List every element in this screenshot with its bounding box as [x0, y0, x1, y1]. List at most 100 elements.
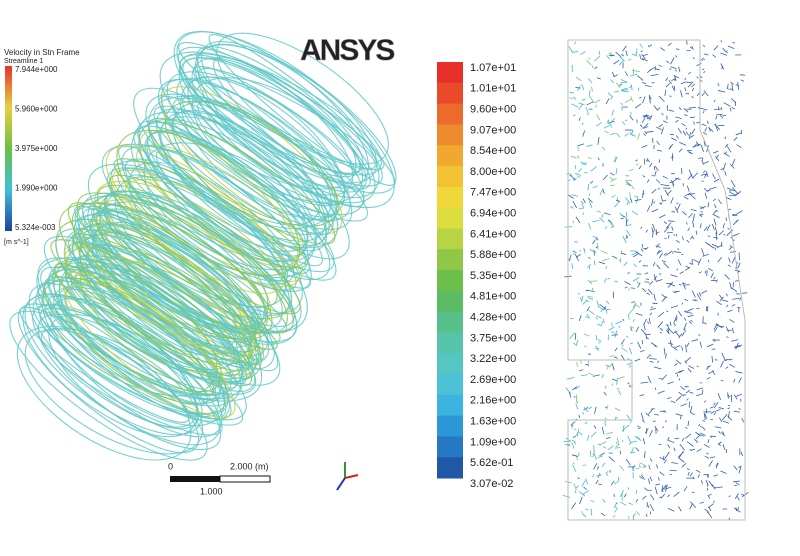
legend-label: 5.324e-003 — [15, 223, 56, 232]
vector — [615, 441, 618, 445]
vector — [697, 474, 700, 478]
vector — [603, 306, 607, 311]
vector — [621, 87, 628, 91]
vector — [714, 426, 722, 429]
vector — [660, 202, 663, 205]
vector — [615, 320, 623, 325]
vector — [594, 406, 597, 414]
vector — [725, 293, 728, 297]
streamline — [99, 201, 297, 345]
vector — [666, 222, 672, 229]
vector — [669, 95, 672, 98]
vector — [641, 244, 644, 248]
vector — [711, 370, 716, 376]
vector — [686, 398, 689, 401]
vector — [632, 464, 636, 471]
vector — [596, 466, 600, 470]
vector — [594, 347, 600, 350]
vector — [707, 202, 710, 208]
vector — [629, 326, 635, 329]
vector — [717, 82, 720, 87]
vector — [663, 409, 667, 413]
vector — [699, 501, 704, 504]
colorbar-band — [437, 353, 463, 375]
vector — [696, 62, 702, 67]
colorbar-label: 4.28e+00 — [470, 312, 516, 324]
vector — [716, 486, 723, 489]
vector — [576, 385, 581, 389]
vector — [645, 278, 650, 280]
vector — [695, 434, 701, 440]
vector — [576, 428, 580, 436]
vector — [587, 184, 590, 191]
vector — [639, 54, 642, 59]
vector — [641, 144, 648, 149]
vector — [687, 368, 692, 373]
vector — [699, 213, 704, 216]
vector — [643, 125, 649, 129]
vector — [655, 483, 660, 486]
vector — [657, 390, 665, 394]
vector — [703, 140, 706, 147]
vector — [720, 470, 727, 474]
vector — [676, 202, 679, 205]
vector — [658, 64, 662, 68]
vector — [610, 132, 616, 135]
vector — [614, 507, 618, 513]
vector — [646, 205, 651, 212]
legend-subtitle: Streamline 1 — [4, 58, 43, 65]
vector — [572, 462, 575, 465]
vector — [667, 439, 675, 443]
vector — [604, 225, 608, 230]
vector — [622, 235, 627, 244]
vector — [704, 192, 708, 199]
vector — [588, 309, 595, 315]
vector — [713, 401, 719, 409]
vector — [659, 410, 666, 413]
vector — [572, 421, 576, 425]
vector — [592, 474, 595, 478]
vector — [675, 116, 680, 119]
vector — [715, 156, 720, 162]
vector — [722, 223, 725, 229]
vector — [686, 185, 690, 192]
vector — [639, 96, 642, 99]
vector — [613, 356, 618, 359]
vector — [604, 385, 607, 389]
colorbar-band — [437, 394, 463, 417]
colorbar-label: 1.07e+01 — [470, 62, 516, 74]
streamline — [50, 239, 250, 372]
vector — [664, 89, 667, 96]
vector — [576, 361, 578, 367]
vector — [675, 119, 679, 123]
legend-title: Velocity in Stn Frame — [4, 48, 80, 57]
streamline — [24, 327, 204, 455]
colorbar-band — [437, 415, 463, 437]
vector — [719, 114, 724, 119]
vector — [583, 333, 590, 337]
vector — [562, 494, 571, 498]
vector — [579, 496, 583, 505]
vector — [616, 197, 619, 203]
vector — [590, 431, 597, 438]
vector — [620, 252, 627, 255]
vector — [699, 223, 702, 229]
vector — [691, 290, 696, 298]
vector — [665, 250, 673, 256]
vector — [695, 469, 701, 473]
vector — [614, 482, 617, 485]
vector — [660, 485, 667, 491]
vector — [635, 326, 640, 333]
vector — [605, 55, 611, 60]
vector — [650, 494, 655, 501]
vector — [685, 131, 689, 136]
vector — [643, 133, 647, 136]
vector — [589, 96, 595, 104]
streamline — [77, 218, 265, 361]
vector — [588, 222, 592, 230]
vector — [668, 234, 670, 239]
streamline — [87, 163, 287, 308]
vector — [594, 99, 601, 104]
vector — [576, 401, 579, 404]
vector — [717, 257, 722, 263]
